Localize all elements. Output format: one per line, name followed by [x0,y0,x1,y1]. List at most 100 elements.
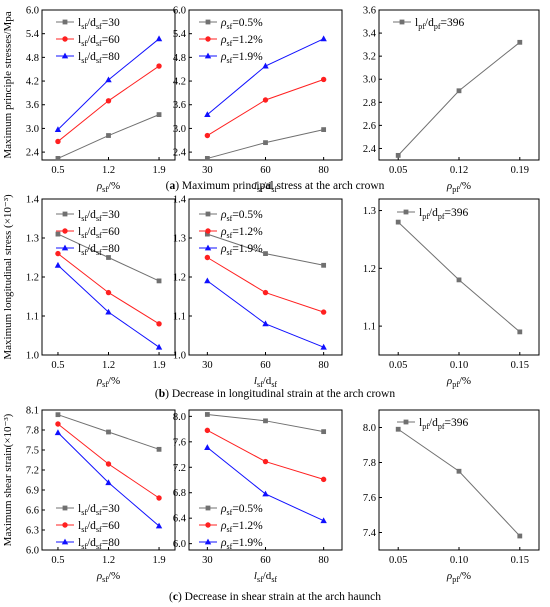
legend-marker [205,36,211,42]
plot-frame [378,198,540,356]
data-point-2-0 [204,111,211,118]
y-tick-label: 6.0 [173,6,186,17]
legend-entry: ρsf=1.9% [220,243,263,257]
y-tick-label: 3.0 [363,75,376,86]
panel-2-0: 6.0 6.3 6.6 6.9 7.2 7.5 7.8 8.1 0.5 1.2 1.9 ρsf/% ls… [26,406,176,584]
x-tick-label: 80 [318,360,329,371]
figure-caption: (c) Decrease in shear strain at the arch… [169,591,381,603]
y-tick-label: 8.1 [26,406,39,417]
legend-entry: lsf/dsf=30 [78,209,120,223]
y-tick-label: 6.3 [26,526,39,537]
data-point-0-1 [106,429,111,435]
data-point-1-0 [55,138,61,145]
x-tick-label: 0.15 [511,555,529,566]
x-tick-label: 0.05 [389,165,407,176]
legend-entry: ρsf=1.2% [220,34,263,48]
x-axis-label: lsf/dsf [254,570,278,584]
data-point-2-1 [262,62,269,69]
data-point-0-2 [321,127,327,133]
legend-entry: ρsf=0.5% [220,209,263,223]
y-axis-label: Maximum principle stresses/Mpa [2,11,14,158]
x-tick-label: 30 [202,165,213,176]
data-point-0-1 [106,255,111,260]
series-line-0 [397,41,521,156]
y-tick-label: 3.0 [26,124,39,135]
data-point-0-2 [321,262,327,268]
legend-entry: ρsf=0.5% [220,17,263,31]
y-tick-label: 2.6 [363,121,376,132]
data-point-0-1 [263,140,268,146]
legend-entry: ρsf=1.2% [220,226,263,240]
legend-marker [61,538,69,545]
legend-entry: lsf/dsf=80 [78,537,120,551]
data-point-1-0 [204,427,211,434]
data-point-0-0 [395,152,401,158]
data-point-2-2 [320,343,327,350]
y-tick-label: 3.4 [363,29,377,40]
data-point-1-0 [55,250,61,257]
legend-entry: ρsf=1.2% [220,520,263,534]
x-tick-label: 0.15 [511,360,529,371]
y-tick-label: 1.1 [363,322,376,333]
y-tick-label: 4.2 [173,77,186,88]
legend-marker [62,211,68,217]
y-tick-label: 6.8 [173,488,186,499]
x-axis-label: lsf/dsf [254,180,278,194]
y-tick-label: 1.3 [26,234,39,245]
y-tick-label: 1.1 [26,312,39,323]
legend-entry: lpf/dpf=396 [419,207,468,221]
y-tick-label: 4.8 [26,53,39,64]
data-point-0-1 [106,133,111,138]
legend-entry: lsf/dsf=80 [78,243,120,257]
legend-marker [204,538,212,545]
panel-2-2: 7.4 7.6 7.8 8.0 0.05 0.10 0.15 ρpf/% lpf/dpf=396 [363,409,540,584]
y-tick-label: 7.2 [173,463,186,474]
data-point-1-0 [204,132,211,139]
legend-entry: lsf/dsf=30 [78,503,120,517]
legend-entry: ρsf=1.9% [220,537,263,551]
data-point-2-1 [105,479,112,486]
data-point-0-1 [456,88,462,94]
data-point-0-2 [517,39,523,45]
x-tick-label: 60 [260,555,271,566]
y-tick-label: 1.3 [173,234,186,245]
x-tick-label: 1.9 [152,165,165,176]
x-axis-label: ρpf/% [446,570,471,584]
y-tick-label: 1.2 [173,273,186,284]
legend-entry: lpf/dpf=396 [415,17,464,31]
data-point-1-1 [262,97,269,103]
x-tick-label: 1.2 [102,555,115,566]
data-point-2-2 [155,343,163,350]
figure-caption: (b) Decrease in longitudinal strain at t… [155,388,395,400]
y-tick-label: 2.4 [173,148,187,159]
series-line-0 [397,428,521,537]
data-point-1-2 [156,321,162,327]
panel-0-2: 2.4 2.6 2.8 3.0 3.2 3.4 3.6 0.05 0.12 0.19 ρpf/% lp… [363,6,540,194]
x-tick-label: 80 [318,165,329,176]
data-point-0-2 [156,112,162,118]
y-tick-label: 3.0 [173,124,186,135]
legend-entry: lsf/dsf=60 [78,226,120,240]
x-axis-label: ρpf/% [446,375,471,389]
y-tick-label: 1.2 [26,273,39,284]
y-tick-label: 2.4 [363,144,377,155]
data-point-0-1 [263,418,268,424]
legend-marker [403,209,409,215]
y-tick-label: 1.0 [173,351,186,362]
y-tick-label: 7.2 [26,466,39,477]
legend-marker [205,522,211,528]
data-point-2-2 [320,35,327,42]
y-tick-label: 8.0 [363,423,376,434]
data-point-0-0 [55,231,61,237]
panel-0-1: 2.4 3.0 3.6 4.2 4.8 5.4 6.0 30 60 80 lsf/dsf ρsf=0.… [173,6,343,194]
x-tick-label: 0.05 [389,360,407,371]
legend-marker [62,505,68,511]
data-point-2-0 [204,277,211,284]
x-tick-label: 1.9 [152,555,165,566]
y-tick-label: 7.6 [173,437,186,448]
y-tick-label: 6.0 [26,6,39,17]
y-tick-label: 7.8 [26,426,39,437]
data-point-0-2 [517,329,523,335]
panel-2-1: 6.0 6.4 6.8 7.2 7.6 8.0 30 60 80 lsf/dsf ρsf=0.5% ρ… [173,409,343,584]
